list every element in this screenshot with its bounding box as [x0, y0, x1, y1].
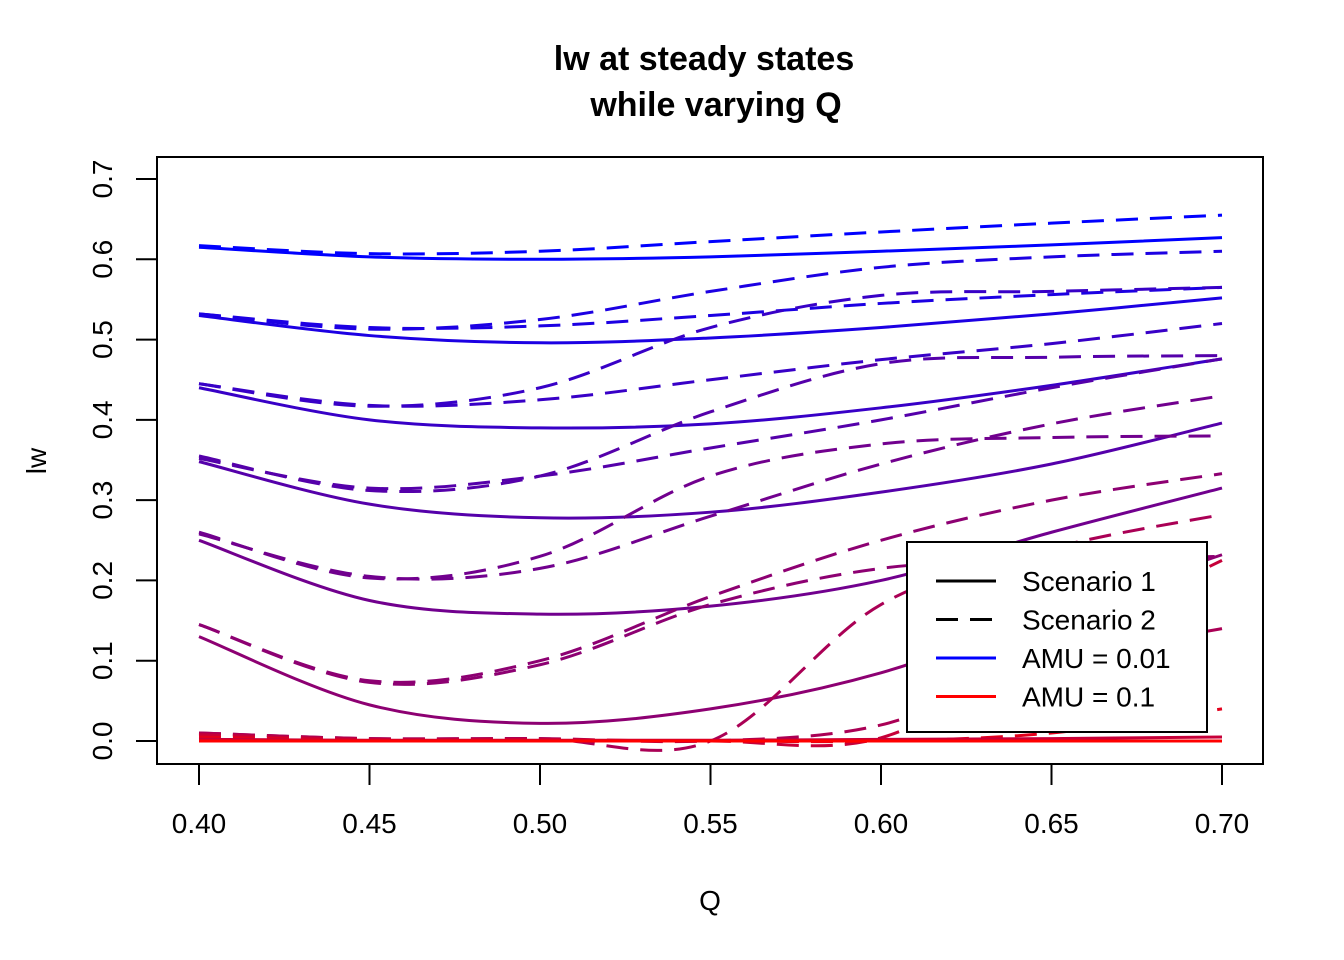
legend-label: AMU = 0.01: [1022, 643, 1171, 674]
x-tick-label: 0.70: [1195, 808, 1250, 839]
series-line-0: [198, 236, 1223, 261]
series-line-7: [198, 285, 1223, 408]
x-tick-label: 0.40: [172, 808, 227, 839]
y-tick-label: 0.4: [87, 400, 118, 439]
x-tick-label: 0.60: [854, 808, 909, 839]
series-line-15: [198, 472, 1223, 684]
series-line-12: [198, 394, 1223, 581]
legend-label: Scenario 1: [1022, 566, 1156, 597]
series-line-13: [198, 434, 1223, 581]
legend-box: [906, 541, 1208, 733]
x-tick-label: 0.55: [683, 808, 738, 839]
series-line-9: [198, 357, 1223, 491]
x-tick-label: 0.45: [342, 808, 397, 839]
series-line-16: [198, 554, 1223, 686]
series-line-11: [198, 486, 1223, 616]
series-line-6: [198, 322, 1223, 408]
chart-title: lw at steady states: [554, 40, 854, 78]
y-tick-label: 0.0: [87, 722, 118, 761]
x-tick-label: 0.50: [513, 808, 568, 839]
series-line-10: [198, 354, 1223, 494]
y-tick-label: 0.6: [87, 240, 118, 279]
y-tick-label: 0.7: [87, 160, 118, 199]
series-line-5: [198, 357, 1223, 430]
chart-subtitle: while varying Q: [589, 86, 841, 124]
y-tick-label: 0.1: [87, 641, 118, 680]
x-tick-label: 0.65: [1024, 808, 1079, 839]
series-line-2: [198, 296, 1223, 345]
y-tick-label: 0.2: [87, 561, 118, 600]
y-tick-label: 0.3: [87, 481, 118, 520]
legend: Scenario 1 Scenario 2 AMU = 0.01 AMU = 0.1: [906, 541, 1208, 733]
x-axis: 0.40 0.45 0.50 0.55 0.60 0.65 0.70: [172, 763, 1250, 839]
series-line-1: [198, 213, 1223, 256]
legend-label: Scenario 2: [1022, 605, 1156, 636]
series-line-8: [198, 421, 1223, 520]
y-tick-label: 0.5: [87, 320, 118, 359]
x-axis-label: Q: [699, 885, 721, 916]
series-line-3: [198, 285, 1223, 330]
y-axis: 0.0 0.1 0.2 0.3 0.4 0.5 0.6 0.7: [87, 160, 158, 761]
legend-label: AMU = 0.1: [1022, 682, 1155, 713]
y-axis-label: lw: [21, 447, 52, 474]
series-line-4: [198, 249, 1223, 331]
